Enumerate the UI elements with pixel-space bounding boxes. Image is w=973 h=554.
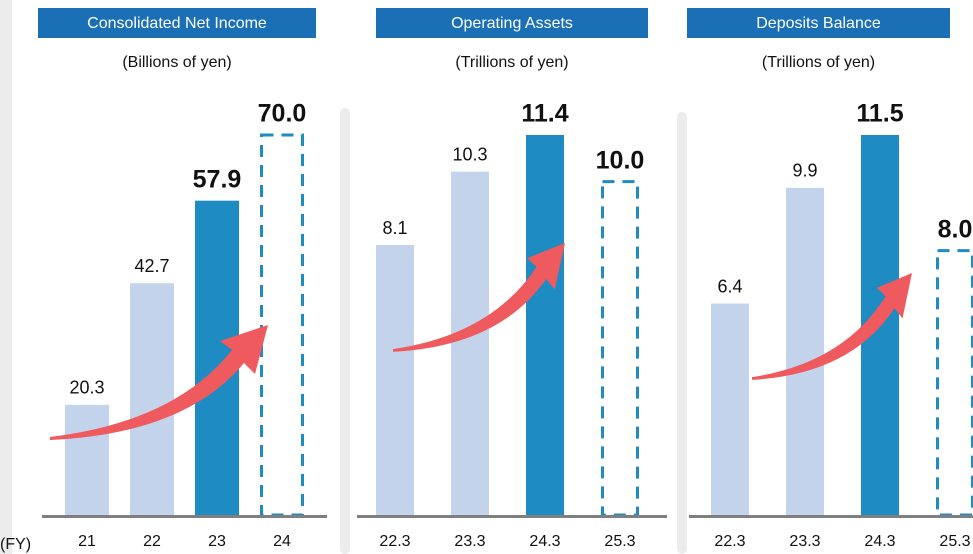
header — [38, 8, 316, 38]
bar — [786, 187, 824, 515]
x-axis-label: (FY) — [0, 536, 31, 553]
data-label: 57.9 — [193, 165, 242, 193]
bar — [376, 245, 414, 515]
x-tick-label: 24.3 — [864, 533, 895, 550]
chart-subtitle: (Trillions of yen) — [455, 54, 568, 71]
data-label: 6.4 — [717, 276, 742, 296]
chart-title: Deposits Balance — [756, 15, 881, 32]
bar — [130, 283, 174, 515]
bar-forecast — [936, 249, 973, 517]
growth-arrow — [393, 243, 565, 352]
bar — [65, 404, 109, 515]
chart-subtitle: (Trillions of yen) — [762, 54, 875, 71]
data-label: 11.5 — [856, 100, 903, 128]
data-label: 42.7 — [134, 256, 169, 276]
x-tick-label: 24 — [273, 533, 291, 550]
x-tick-label: 24.3 — [529, 533, 560, 550]
bar — [711, 303, 749, 515]
bar — [451, 171, 489, 515]
data-label: 8.1 — [382, 218, 407, 238]
x-tick-label: 25.3 — [939, 533, 970, 550]
x-tick-label: 22 — [143, 533, 161, 550]
data-label: 10.3 — [452, 144, 487, 164]
x-tick-label: 21 — [78, 533, 96, 550]
panel-gap — [340, 108, 350, 554]
data-label: 70.0 — [258, 100, 307, 128]
chart-title: Consolidated Net Income — [87, 15, 267, 32]
bar — [526, 135, 564, 515]
bar-forecast — [601, 180, 639, 517]
x-tick-label: 22.3 — [379, 533, 410, 550]
growth-arrow — [50, 325, 268, 440]
bar-forecast — [260, 133, 304, 517]
x-tick-label: 23.3 — [454, 533, 485, 550]
data-label: 8.0 — [938, 215, 973, 243]
x-tick-label: 23.3 — [789, 533, 820, 550]
data-label: 10.0 — [596, 146, 645, 174]
chart-subtitle: (Billions of yen) — [122, 54, 231, 71]
x-tick-label: 22.3 — [714, 533, 745, 550]
data-label: 20.3 — [69, 378, 104, 398]
chart-title: Operating Assets — [451, 15, 573, 32]
header — [687, 8, 950, 38]
panel-gap — [677, 112, 687, 554]
x-tick-label: 23 — [208, 533, 226, 550]
header — [376, 8, 648, 38]
data-label: 9.9 — [792, 161, 817, 181]
data-label: 11.4 — [521, 100, 568, 128]
x-tick-label: 25.3 — [604, 533, 635, 550]
growth-arrow — [752, 273, 912, 380]
margin — [0, 0, 12, 554]
